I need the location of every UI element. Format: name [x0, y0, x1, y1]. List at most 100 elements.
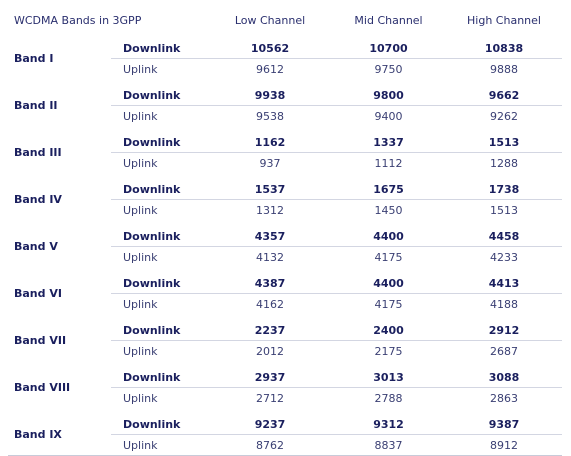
uplink-low-channel: 4162: [209, 293, 332, 318]
table-row-downlink: Band IV Downlink 1537 1675 1738: [8, 173, 563, 224]
uplink-label: Uplink: [111, 58, 210, 83]
table-title: WCDMA Bands in 3GPP: [8, 8, 210, 36]
table-row-uplink: Uplink 2012 2175 2687: [8, 340, 563, 365]
column-header-mid: Mid Channel: [331, 8, 447, 36]
table-row-uplink: Uplink 1312 1450 1513: [8, 199, 563, 224]
uplink-low-channel: 9612: [209, 58, 332, 83]
uplink-high-channel: 4188: [446, 293, 563, 318]
band-name: Band VIII: [8, 361, 111, 412]
downlink-mid-channel: 9312: [331, 408, 447, 435]
table-row-uplink: Uplink 4132 4175 4233: [8, 246, 563, 271]
uplink-mid-channel: 2788: [331, 387, 447, 412]
uplink-label: Uplink: [111, 199, 210, 224]
downlink-mid-channel: 2400: [331, 314, 447, 341]
downlink-low-channel: 2237: [209, 314, 332, 341]
uplink-mid-channel: 2175: [331, 340, 447, 365]
table-row-uplink: Uplink 4162 4175 4188: [8, 293, 563, 318]
table-row-downlink: Band III Downlink 1162 1337 1513: [8, 126, 563, 177]
uplink-high-channel: 4233: [446, 246, 563, 271]
uplink-low-channel: 9538: [209, 105, 332, 130]
downlink-mid-channel: 3013: [331, 361, 447, 388]
downlink-low-channel: 4357: [209, 220, 332, 247]
downlink-low-channel: 4387: [209, 267, 332, 294]
downlink-high-channel: 9662: [446, 79, 563, 106]
table-row-downlink: Band IX Downlink 9237 9312 9387: [8, 408, 563, 456]
downlink-high-channel: 9387: [446, 408, 563, 435]
band-name: Band VI: [8, 267, 111, 318]
downlink-low-channel: 2937: [209, 361, 332, 388]
uplink-mid-channel: 4175: [331, 293, 447, 318]
downlink-label: Downlink: [111, 33, 210, 59]
uplink-label: Uplink: [111, 246, 210, 271]
downlink-high-channel: 4413: [446, 267, 563, 294]
band-name: Band VII: [8, 314, 111, 365]
downlink-low-channel: 10562: [209, 33, 332, 59]
table-row-downlink: Band VIII Downlink 2937 3013 3088: [8, 361, 563, 412]
downlink-high-channel: 2912: [446, 314, 563, 341]
downlink-label: Downlink: [111, 220, 210, 247]
table-row-downlink: Band II Downlink 9938 9800 9662: [8, 79, 563, 130]
uplink-low-channel: 2712: [209, 387, 332, 412]
uplink-mid-channel: 9750: [331, 58, 447, 83]
band-name: Band IV: [8, 173, 111, 224]
uplink-mid-channel: 8837: [331, 434, 447, 456]
uplink-high-channel: 1288: [446, 152, 563, 177]
uplink-high-channel: 1513: [446, 199, 563, 224]
uplink-label: Uplink: [111, 340, 210, 365]
uplink-mid-channel: 4175: [331, 246, 447, 271]
downlink-low-channel: 1162: [209, 126, 332, 153]
table-row-downlink: Band VII Downlink 2237 2400 2912: [8, 314, 563, 365]
downlink-high-channel: 1738: [446, 173, 563, 200]
uplink-mid-channel: 1450: [331, 199, 447, 224]
downlink-mid-channel: 4400: [331, 220, 447, 247]
downlink-label: Downlink: [111, 361, 210, 388]
downlink-high-channel: 4458: [446, 220, 563, 247]
downlink-mid-channel: 9800: [331, 79, 447, 106]
downlink-label: Downlink: [111, 314, 210, 341]
uplink-label: Uplink: [111, 434, 210, 456]
table-row-uplink: Uplink 2712 2788 2863: [8, 387, 563, 412]
table-row-downlink: Band V Downlink 4357 4400 4458: [8, 220, 563, 271]
downlink-low-channel: 9938: [209, 79, 332, 106]
uplink-mid-channel: 1112: [331, 152, 447, 177]
downlink-low-channel: 9237: [209, 408, 332, 435]
downlink-low-channel: 1537: [209, 173, 332, 200]
downlink-high-channel: 1513: [446, 126, 563, 153]
downlink-high-channel: 3088: [446, 361, 563, 388]
band-name: Band IX: [8, 408, 111, 456]
wcdma-bands-document: WCDMA Bands in 3GPP Low Channel Mid Chan…: [8, 8, 563, 456]
downlink-label: Downlink: [111, 267, 210, 294]
downlink-high-channel: 10838: [446, 33, 563, 59]
table-row-uplink: Uplink 937 1112 1288: [8, 152, 563, 177]
uplink-low-channel: 2012: [209, 340, 332, 365]
column-header-high: High Channel: [446, 8, 563, 36]
uplink-label: Uplink: [111, 152, 210, 177]
uplink-mid-channel: 9400: [331, 105, 447, 130]
uplink-low-channel: 4132: [209, 246, 332, 271]
uplink-label: Uplink: [111, 387, 210, 412]
uplink-high-channel: 2687: [446, 340, 563, 365]
band-name: Band I: [8, 33, 111, 83]
band-name: Band III: [8, 126, 111, 177]
table-row-uplink: Uplink 9538 9400 9262: [8, 105, 563, 130]
downlink-mid-channel: 1675: [331, 173, 447, 200]
uplink-high-channel: 9262: [446, 105, 563, 130]
column-header-low: Low Channel: [209, 8, 332, 36]
uplink-low-channel: 8762: [209, 434, 332, 456]
downlink-label: Downlink: [111, 408, 210, 435]
uplink-low-channel: 1312: [209, 199, 332, 224]
uplink-high-channel: 8912: [446, 434, 563, 456]
table-row-downlink: Band VI Downlink 4387 4400 4413: [8, 267, 563, 318]
downlink-label: Downlink: [111, 173, 210, 200]
downlink-label: Downlink: [111, 79, 210, 106]
downlink-mid-channel: 10700: [331, 33, 447, 59]
downlink-label: Downlink: [111, 126, 210, 153]
uplink-low-channel: 937: [209, 152, 332, 177]
table-row-downlink: Band I Downlink 10562 10700 10838: [8, 33, 563, 83]
uplink-high-channel: 2863: [446, 387, 563, 412]
uplink-label: Uplink: [111, 105, 210, 130]
band-name: Band V: [8, 220, 111, 271]
table-body: Band I Downlink 10562 10700 10838 Uplink 9612 9…: [8, 33, 563, 456]
uplink-label: Uplink: [111, 293, 210, 318]
downlink-mid-channel: 4400: [331, 267, 447, 294]
